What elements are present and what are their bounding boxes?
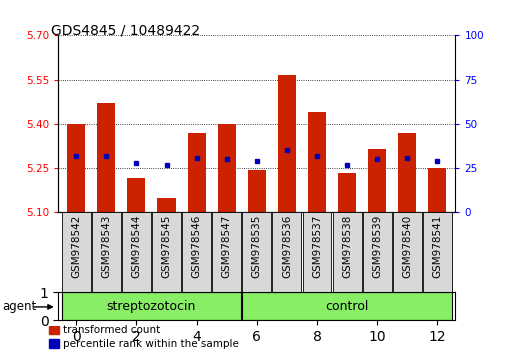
Bar (362, 212, 391, 292)
Text: GSM978543: GSM978543 (101, 215, 111, 278)
Bar (392, 212, 421, 292)
Text: transformed count: transformed count (63, 325, 160, 335)
Bar (97, 103, 115, 212)
Text: GSM978539: GSM978539 (371, 215, 381, 278)
Bar (187, 133, 205, 212)
Bar (242, 292, 451, 320)
Text: GSM978541: GSM978541 (431, 215, 441, 278)
Bar (182, 212, 211, 292)
Bar (212, 212, 241, 292)
Text: GSM978538: GSM978538 (341, 215, 351, 278)
Bar (62, 292, 241, 320)
Bar (62, 212, 90, 292)
Text: GSM978544: GSM978544 (131, 215, 141, 278)
Bar (368, 149, 385, 212)
Bar (127, 178, 145, 212)
Text: GSM978542: GSM978542 (71, 215, 81, 278)
Text: GSM978535: GSM978535 (251, 215, 261, 278)
Text: GSM978540: GSM978540 (401, 215, 412, 278)
Bar (122, 212, 150, 292)
Bar (242, 212, 271, 292)
Bar (422, 212, 451, 292)
Bar (49, 339, 59, 348)
Text: streptozotocin: streptozotocin (107, 300, 196, 313)
Text: agent: agent (3, 301, 37, 313)
Bar (157, 198, 175, 212)
Text: GSM978537: GSM978537 (312, 215, 321, 278)
Bar (67, 124, 85, 212)
Bar (247, 170, 265, 212)
Bar (427, 168, 445, 212)
Bar (397, 133, 416, 212)
Text: percentile rank within the sample: percentile rank within the sample (63, 339, 238, 349)
Bar (308, 112, 325, 212)
Bar (302, 212, 331, 292)
Bar (217, 124, 235, 212)
Bar (332, 212, 361, 292)
Text: GSM978546: GSM978546 (191, 215, 201, 278)
Bar (152, 212, 181, 292)
Text: GSM978536: GSM978536 (281, 215, 291, 278)
Bar (337, 172, 356, 212)
Text: GDS4845 / 10489422: GDS4845 / 10489422 (50, 23, 199, 37)
Bar (277, 75, 295, 212)
Text: GSM978545: GSM978545 (161, 215, 171, 278)
Text: GSM978547: GSM978547 (221, 215, 231, 278)
Text: control: control (325, 300, 368, 313)
Bar (92, 212, 121, 292)
Bar (49, 326, 59, 334)
Bar (272, 212, 301, 292)
